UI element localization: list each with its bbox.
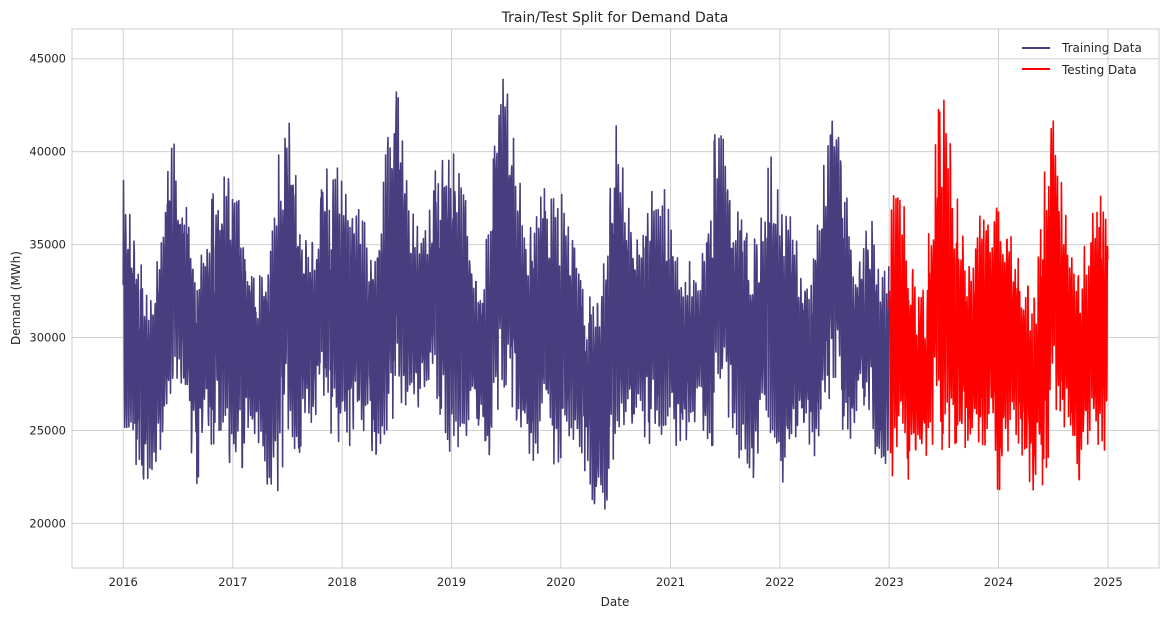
- x-tick-label: 2023: [874, 575, 903, 589]
- x-tick-label: 2016: [109, 575, 138, 589]
- series-line-training: [122, 78, 890, 510]
- y-tick-label: 45000: [29, 52, 66, 66]
- plot-frame: [71, 28, 1160, 569]
- legend: Training Data Testing Data: [1022, 41, 1142, 77]
- legend-label-testing: Testing Data: [1061, 63, 1137, 77]
- series-line-testing: [888, 99, 1109, 491]
- x-tick-label: 2024: [984, 575, 1013, 589]
- x-tick-label: 2017: [218, 575, 247, 589]
- x-tick-label: 2020: [546, 575, 575, 589]
- chart-title: Train/Test Split for Demand Data: [501, 10, 729, 26]
- y-tick-label: 20000: [29, 516, 66, 530]
- x-tick-label: 2021: [656, 575, 685, 589]
- y-tick-labels: 20000 25000 30000 35000 40000 45000: [29, 52, 66, 531]
- y-tick-label: 30000: [29, 331, 66, 345]
- x-tick-label: 2022: [765, 575, 794, 589]
- x-tick-label: 2018: [328, 575, 357, 589]
- y-axis-label: Demand (MWh): [9, 251, 23, 345]
- x-tick-labels: 2016 2017 2018 2019 2020 2021 2022 2023 2024 2025: [109, 575, 1123, 589]
- series-layer: [122, 78, 1109, 510]
- y-tick-label: 35000: [29, 238, 66, 252]
- legend-label-training: Training Data: [1061, 41, 1142, 55]
- x-tick-label: 2025: [1093, 575, 1122, 589]
- y-tick-label: 25000: [29, 423, 66, 437]
- x-axis-label: Date: [601, 595, 630, 609]
- y-tick-label: 40000: [29, 145, 66, 159]
- x-tick-label: 2019: [437, 575, 466, 589]
